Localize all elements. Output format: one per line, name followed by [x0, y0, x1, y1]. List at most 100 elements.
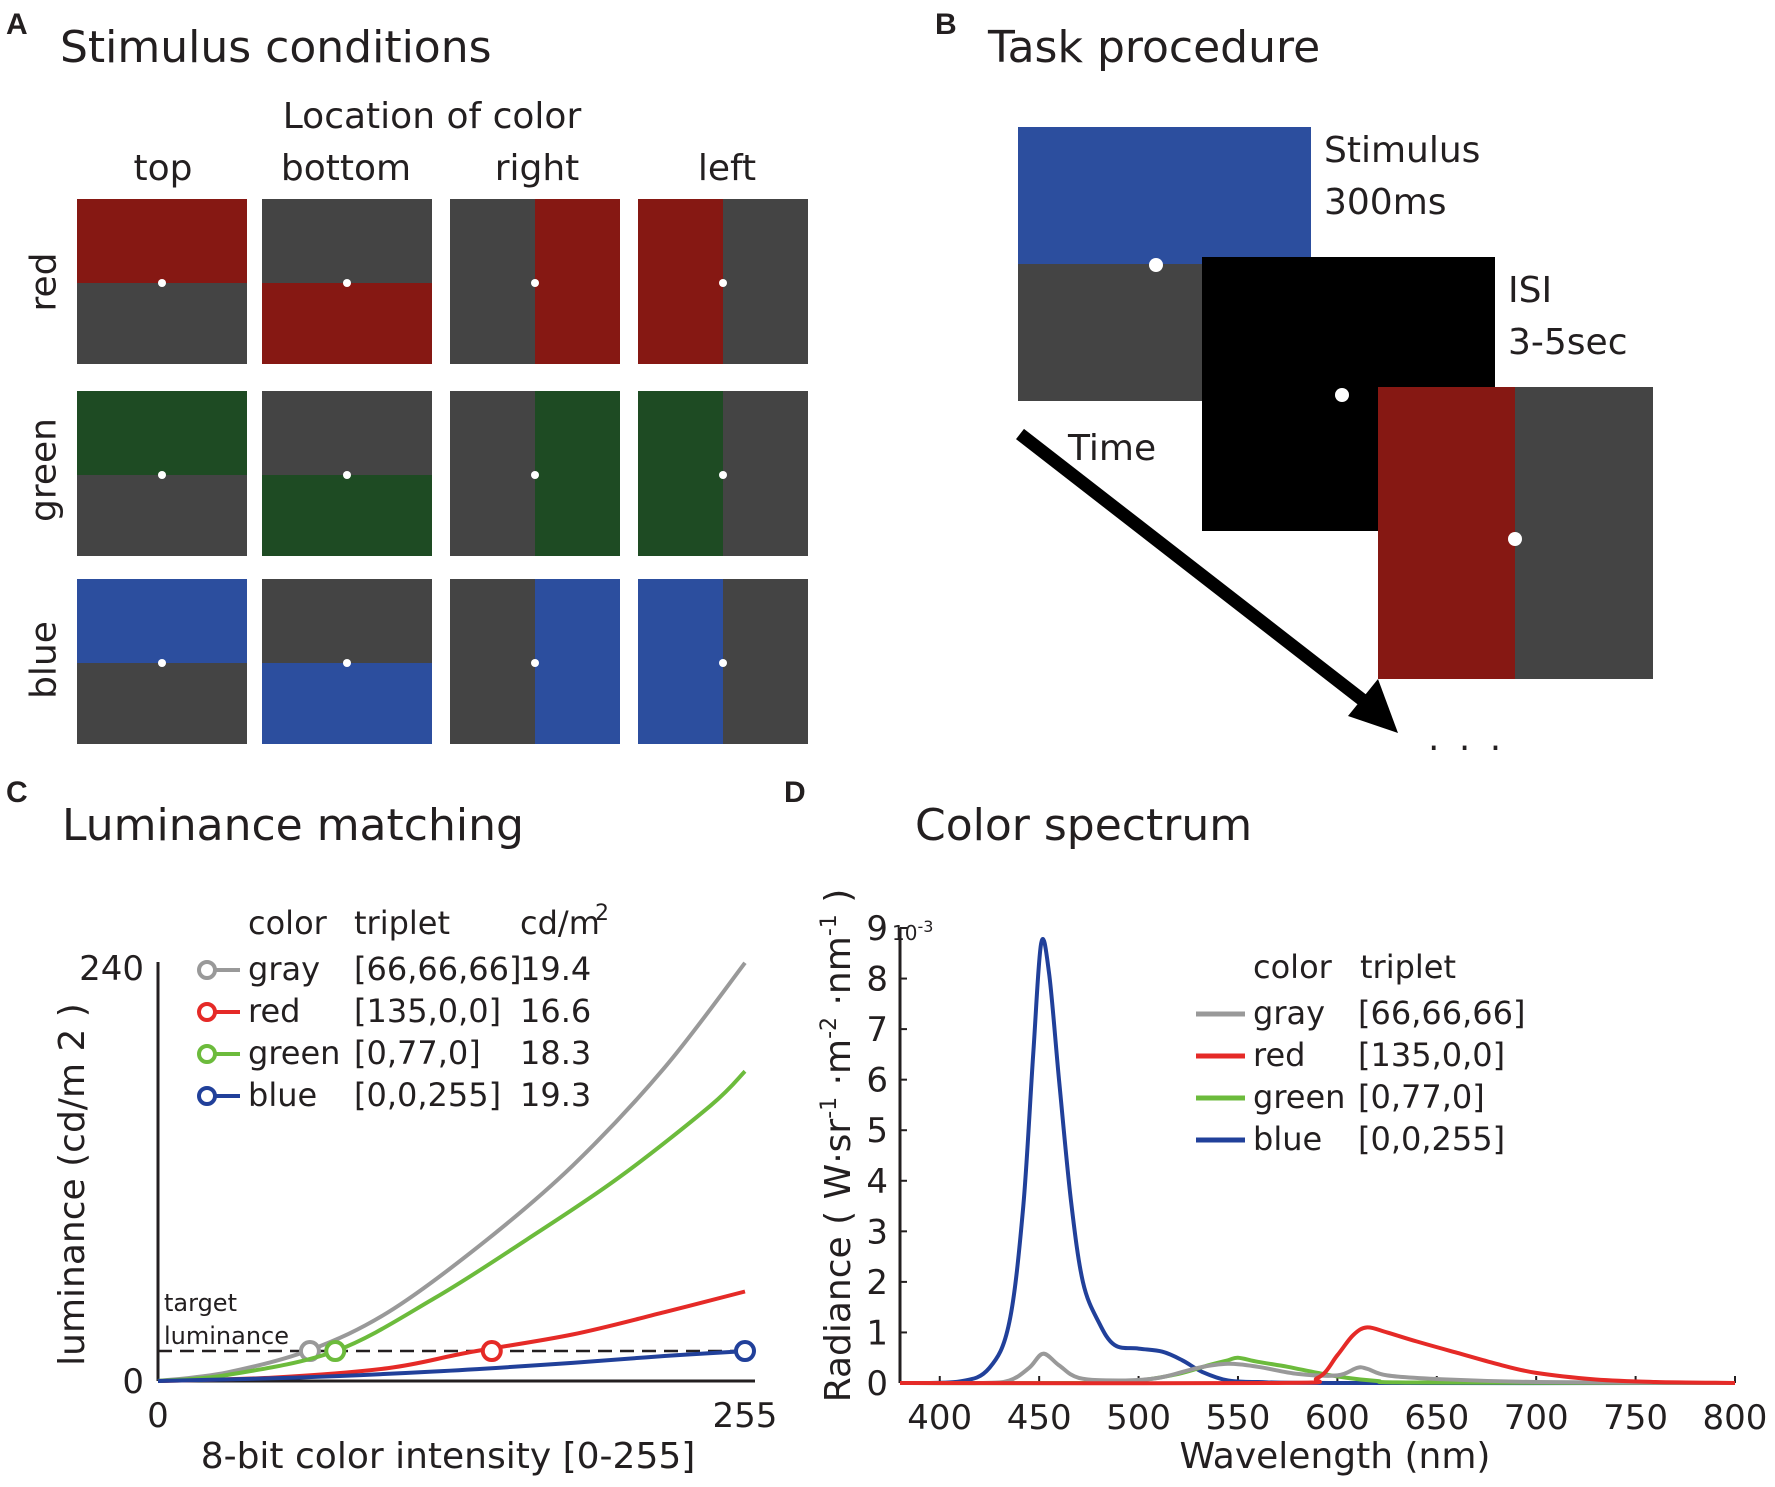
panel-d-letter: D	[784, 776, 806, 809]
x-tick-label: 400	[907, 1398, 972, 1438]
legend-header-unit-sup: 2	[595, 901, 609, 926]
stimulus-color-region	[77, 579, 247, 663]
x-tick-label: 255	[713, 1396, 778, 1436]
series-line-gray	[899, 1351, 1736, 1386]
fixation-dot	[719, 279, 727, 287]
time-label: Time	[1068, 428, 1157, 469]
stimulus-red-bottom	[262, 199, 432, 364]
stimulus-blue-right	[450, 579, 620, 744]
column-label-top: top	[133, 148, 193, 189]
x-tick-label: 750	[1603, 1398, 1668, 1438]
stimulus-color-region	[535, 199, 620, 364]
legend-label-blue: blue	[248, 1076, 317, 1114]
x-tick-label: 600	[1305, 1398, 1370, 1438]
x-tick-label: 650	[1404, 1398, 1469, 1438]
y-axis-label-part: ·m	[818, 1039, 859, 1097]
stimulus-color-region	[262, 283, 432, 364]
panel-a-letter: A	[6, 8, 28, 41]
fixation-dot	[343, 659, 351, 667]
luminance-chart: 240 00 255 8-bit color intensity [0-255] lum…	[52, 901, 778, 1477]
column-label-left: left	[697, 148, 757, 189]
y-axis-label-part: )	[818, 889, 859, 915]
fixation-dot	[343, 279, 351, 287]
legend-triplet-gray: [66,66,66]	[1358, 994, 1525, 1032]
series-line-gray	[157, 961, 747, 1383]
legend-value-green: 18.3	[520, 1034, 591, 1072]
x-tick-label: 0	[147, 1396, 169, 1436]
legend-triplet-blue: [0,0,255]	[1358, 1120, 1505, 1158]
series-line-blue	[157, 1349, 746, 1383]
y-tick-label: 0	[122, 1362, 144, 1402]
y-axis-label-part: Radiance ( W·sr	[818, 1119, 859, 1403]
panel-d-title: Color spectrum	[915, 800, 1253, 851]
y-tick-label: 240	[79, 949, 144, 989]
stimulus-blue-top	[77, 579, 247, 744]
y-tick-label: 1	[866, 1313, 888, 1353]
y-tick-label: 2	[866, 1263, 888, 1303]
stimulus-color-region	[535, 579, 620, 744]
fixation-dot	[158, 471, 166, 479]
match-marker-red	[480, 1340, 503, 1363]
y-tick-label: 7	[866, 1010, 888, 1050]
stimulus-color-region	[638, 391, 723, 556]
legend-header-color: color	[248, 904, 328, 942]
panel-a-title: Stimulus conditions	[60, 22, 492, 73]
isi-label: ISI	[1508, 270, 1553, 311]
x-tick-label: 800	[1703, 1398, 1768, 1438]
next-stimulus-screen	[1378, 387, 1653, 679]
y-tick-label: 3	[866, 1212, 888, 1252]
y-tick-label: 0	[866, 1364, 888, 1404]
legend-swatch-marker	[197, 1086, 217, 1106]
fixation-dot	[531, 471, 539, 479]
time-arrow-shaft	[1016, 428, 1382, 718]
fixation-dot	[158, 659, 166, 667]
match-marker-green	[324, 1340, 347, 1363]
stimulus-green-left	[638, 391, 808, 556]
stimulus-screen-color-half	[1018, 127, 1311, 264]
legend-label-green: green	[248, 1034, 340, 1072]
column-label-right: right	[494, 148, 580, 189]
stimulus-green-top	[77, 391, 247, 556]
legend-triplet-green: [0,77,0]	[1358, 1078, 1485, 1116]
y-tick-label: 5	[866, 1111, 888, 1151]
stimulus-green-bottom	[262, 391, 432, 556]
legend-value-gray: 19.4	[520, 950, 591, 988]
x-tick-label: 450	[1007, 1398, 1072, 1438]
fixation-dot	[531, 279, 539, 287]
stimulus-color-region	[535, 391, 620, 556]
match-marker-blue	[734, 1340, 756, 1363]
stimulus-color-region	[638, 199, 723, 364]
stimulus-color-region	[262, 663, 432, 744]
legend-header-triplet: triplet	[1360, 948, 1456, 986]
y-axis-label-sup: -1	[817, 1097, 842, 1119]
panel-b-letter: B	[935, 8, 957, 41]
stimulus-color-region	[77, 199, 247, 283]
legend-triplet-green: [0,77,0]	[354, 1034, 481, 1072]
legend-header-color: color	[1253, 948, 1333, 986]
stimulus-red-left	[638, 199, 808, 364]
x-axis-label: 8-bit color intensity [0-255]	[201, 1436, 696, 1477]
y-tick-label: 9	[866, 909, 888, 949]
legend-triplet-red: [135,0,0]	[354, 992, 501, 1030]
y-tick-label: 6	[866, 1061, 888, 1101]
x-tick-label: 700	[1504, 1398, 1569, 1438]
fixation-dot	[719, 659, 727, 667]
series-line-red	[899, 1325, 1736, 1386]
stimulus-color-region	[77, 391, 247, 475]
target-label: target	[164, 1289, 237, 1317]
isi-duration: 3-5sec	[1508, 322, 1628, 363]
x-tick-label: 550	[1206, 1398, 1271, 1438]
legend-label-gray: gray	[1253, 994, 1325, 1032]
panel-b-title: Task procedure	[988, 22, 1321, 73]
time-arrow-head	[1348, 679, 1398, 733]
y-tick-label: 4	[866, 1162, 888, 1202]
fixation-dot	[719, 471, 727, 479]
stimulus-color-region	[638, 579, 723, 744]
y-axis-label: luminance (cd/m 2 )	[52, 1003, 93, 1366]
legend-swatch-marker	[197, 960, 217, 980]
y-axis-label-part: ·nm	[818, 936, 859, 1017]
stimulus-color-region	[262, 475, 432, 556]
y-axis-label: Radiance ( W·sr-1 ·m-2 ·nm-1 )	[817, 889, 859, 1403]
y-tick-label: 8	[866, 960, 888, 1000]
